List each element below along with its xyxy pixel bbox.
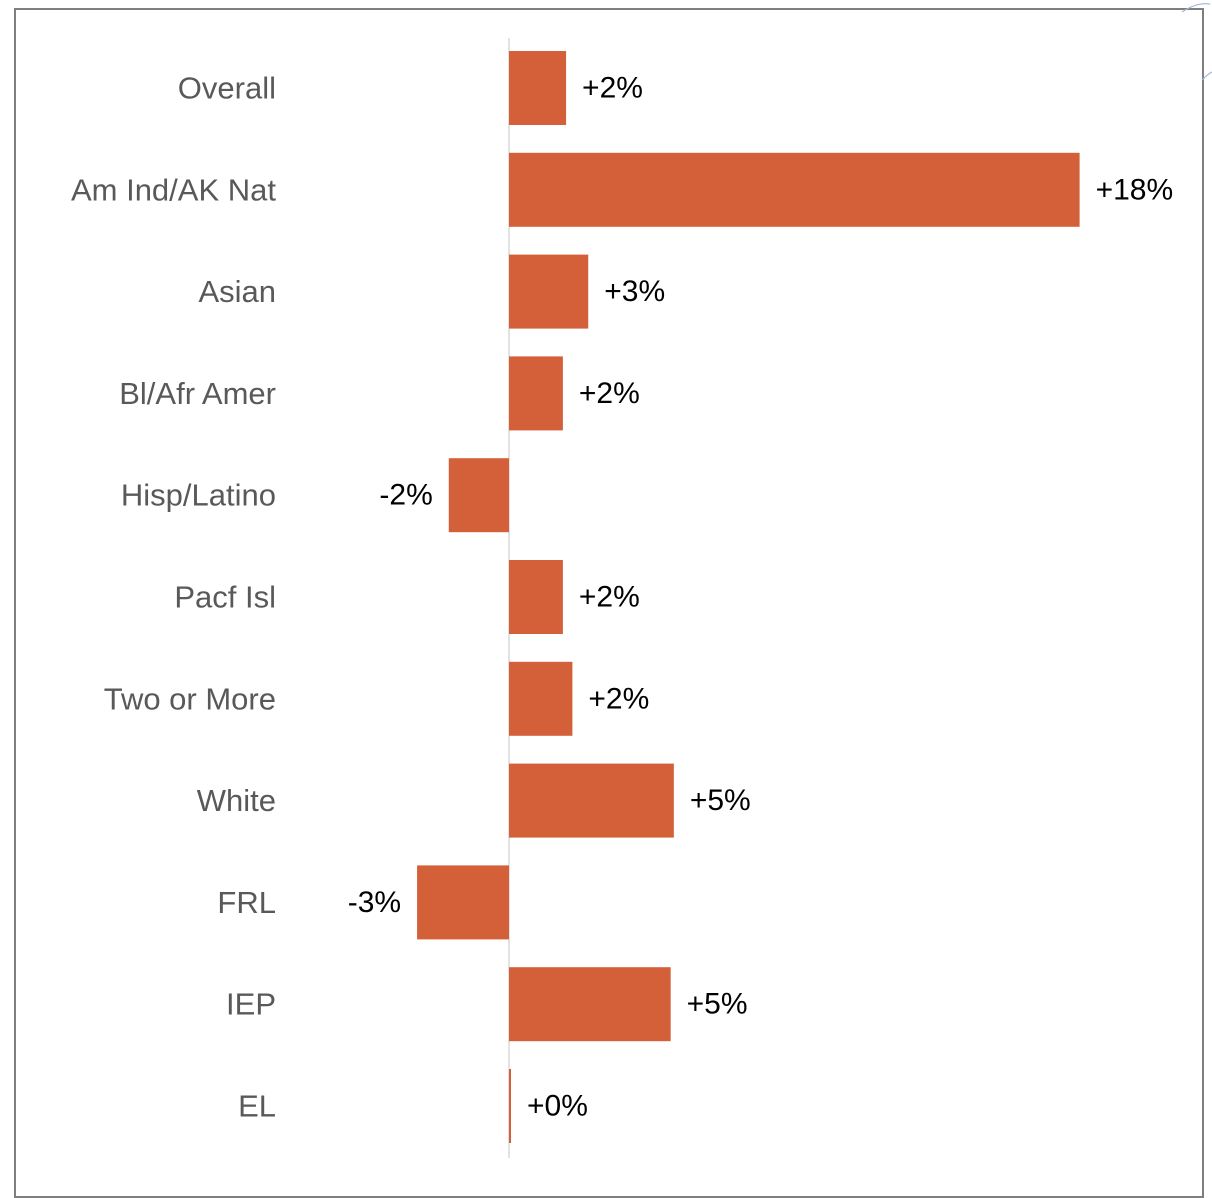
bar [448, 458, 509, 533]
category-label: Two or More [104, 681, 276, 716]
data-label: +3% [604, 275, 665, 308]
data-label: -2% [379, 479, 432, 512]
category-label: Overall [178, 71, 276, 106]
bar [417, 865, 509, 940]
data-label: -3% [348, 886, 401, 919]
category-label: Asian [198, 274, 276, 309]
bar [509, 152, 1080, 227]
data-label: +0% [527, 1090, 588, 1123]
data-label: +2% [579, 377, 640, 410]
bar [509, 51, 567, 125]
data-label: +2% [582, 72, 643, 105]
data-label: +5% [690, 784, 751, 817]
bar [509, 356, 563, 431]
bar [509, 254, 589, 329]
data-label: +18% [1096, 173, 1174, 206]
bar [509, 967, 671, 1042]
corner-decoration [1181, 3, 1212, 81]
category-label: Hisp/Latino [121, 478, 276, 513]
category-label: Bl/Afr Amer [119, 376, 276, 411]
bar [509, 1069, 511, 1143]
category-label: Pacf Isl [174, 580, 276, 615]
category-label: Am Ind/AK Nat [71, 172, 276, 207]
bar [509, 763, 674, 838]
category-label: EL [238, 1089, 276, 1124]
category-label: IEP [226, 987, 276, 1022]
category-label: White [197, 783, 276, 818]
bar [509, 661, 573, 736]
data-label: +5% [687, 988, 748, 1021]
data-label: +2% [588, 682, 649, 715]
bar [509, 560, 563, 634]
category-label: FRL [217, 885, 276, 920]
data-label: +2% [579, 581, 640, 614]
